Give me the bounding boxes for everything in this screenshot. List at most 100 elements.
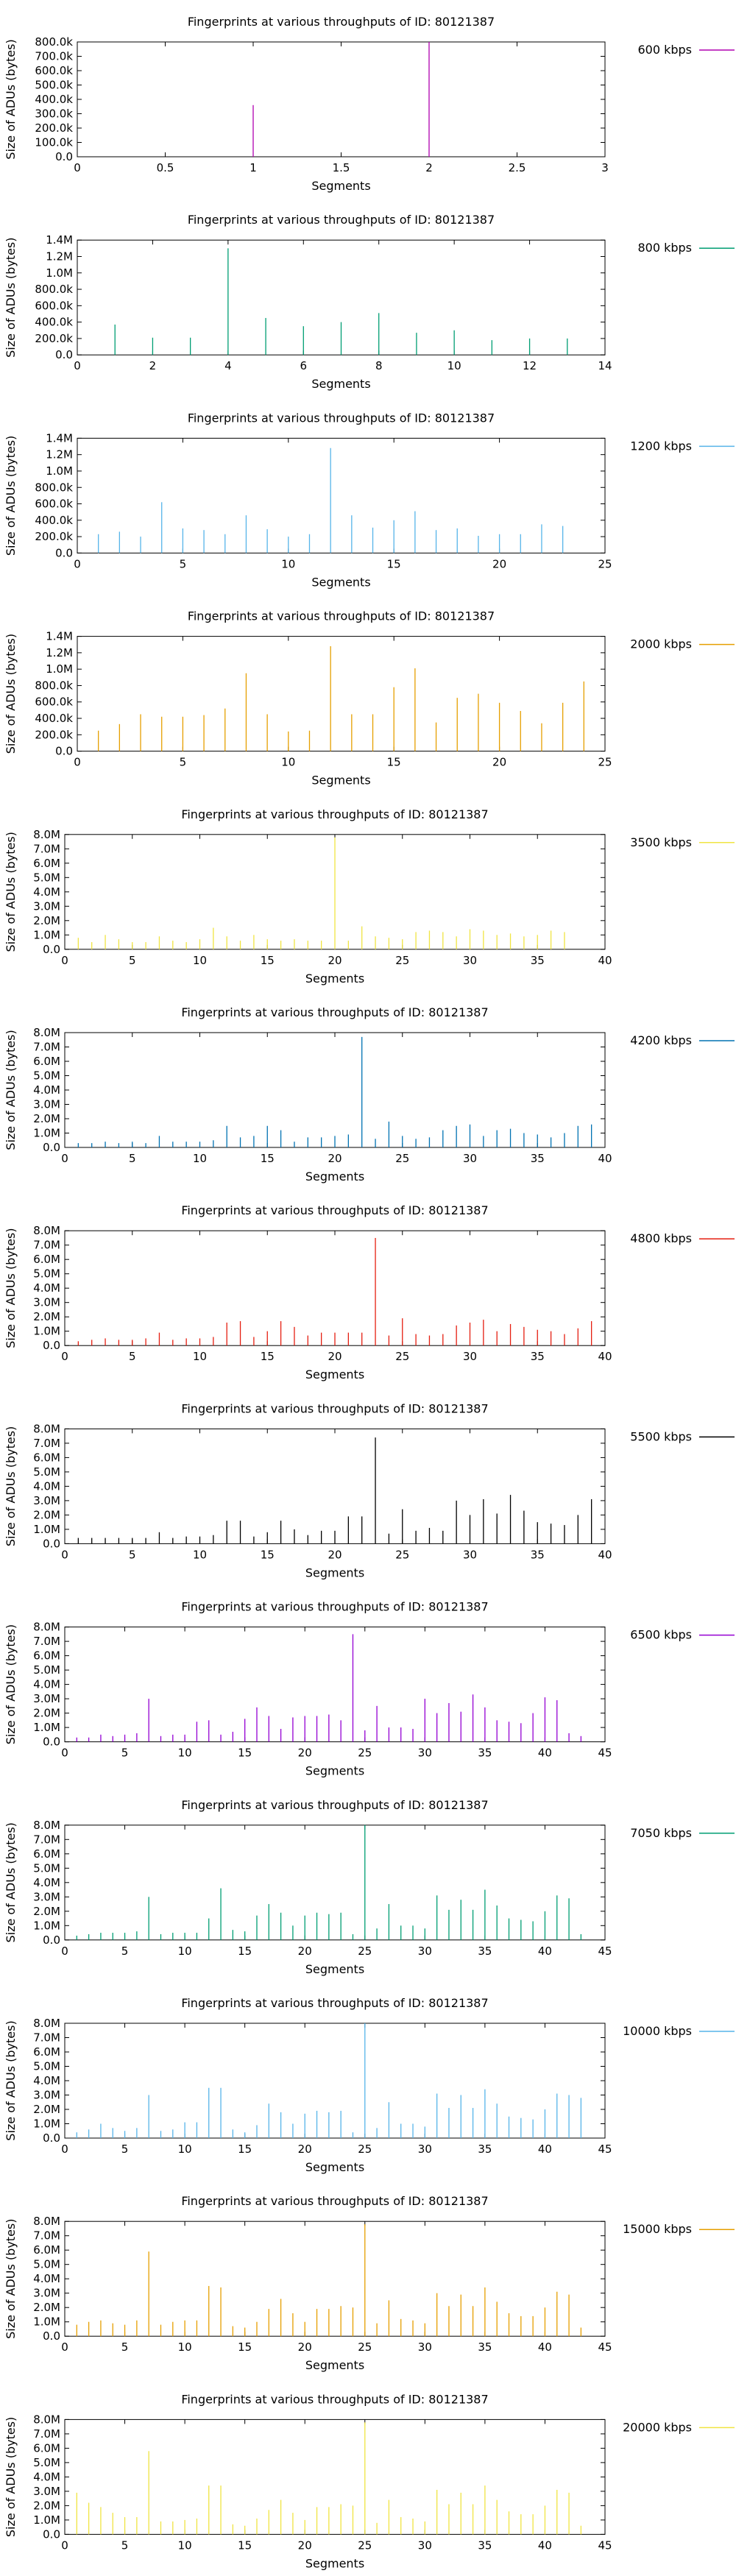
y-tick-label: 3.0M (33, 1494, 60, 1507)
y-tick-label: 1.0M (33, 928, 60, 941)
y-tick-label: 2.0M (33, 2103, 60, 2116)
legend-label: 4200 kbps (630, 1033, 692, 1047)
y-tick-label: 2.0M (33, 1508, 60, 1521)
x-tick-label: 0.5 (157, 161, 174, 174)
legend-label: 800 kbps (637, 241, 692, 255)
x-axis-label: Segments (311, 179, 370, 193)
x-tick-label: 25 (395, 1548, 409, 1561)
y-tick-label: 4.0M (33, 1281, 60, 1295)
x-tick-label: 10 (178, 2340, 192, 2354)
x-tick-label: 5 (121, 2142, 129, 2156)
x-tick-label: 25 (395, 1350, 409, 1363)
x-tick-label: 0 (61, 954, 68, 967)
y-tick-label: 6.0M (33, 1055, 60, 1068)
y-tick-label: 5.0M (33, 1663, 60, 1677)
y-tick-label: 800.0k (35, 35, 73, 49)
y-tick-label: 600.0k (35, 64, 73, 77)
x-tick-label: 40 (538, 2340, 552, 2354)
y-axis-label: Size of ADUs (bytes) (4, 39, 18, 159)
x-tick-label: 15 (261, 1152, 275, 1165)
chart-panel: Fingerprints at various throughputs of I… (4, 1600, 735, 1778)
y-axis-label: Size of ADUs (bytes) (4, 1030, 18, 1150)
x-tick-label: 2 (425, 161, 433, 174)
y-tick-label: 4.0M (33, 2074, 60, 2087)
y-tick-label: 3.0M (33, 1098, 60, 1111)
x-tick-label: 25 (358, 1945, 372, 1958)
chart-panel: Fingerprints at various throughputs of I… (4, 1203, 735, 1381)
x-axis-label: Segments (305, 1764, 364, 1778)
plot-frame (64, 1032, 606, 1148)
y-tick-label: 1.0M (33, 2513, 60, 2527)
x-tick-label: 35 (531, 954, 545, 967)
chart-title: Fingerprints at various throughputs of I… (188, 411, 495, 425)
chart-panel: Fingerprints at various throughputs of I… (4, 1996, 735, 2174)
x-tick-label: 35 (478, 2340, 492, 2354)
chart-title: Fingerprints at various throughputs of I… (181, 1203, 488, 1217)
y-tick-label: 100.0k (35, 136, 73, 149)
y-tick-label: 1.4M (46, 233, 73, 247)
x-tick-label: 20 (492, 557, 506, 570)
legend-label: 2000 kbps (630, 637, 692, 651)
y-axis-label: Size of ADUs (bytes) (4, 1228, 18, 1348)
y-tick-label: 8.0M (33, 2017, 60, 2030)
y-tick-label: 2.0M (33, 1905, 60, 1918)
chart-panel: Fingerprints at various throughputs of I… (4, 1401, 735, 1579)
y-tick-label: 8.0M (33, 1224, 60, 1237)
x-tick-label: 5 (180, 557, 187, 570)
y-tick-label: 6.0M (33, 857, 60, 870)
y-tick-label: 1.0M (46, 266, 73, 280)
y-tick-label: 0.0 (55, 150, 73, 163)
y-tick-label: 2.0M (33, 1707, 60, 1720)
x-axis-label: Segments (311, 774, 370, 788)
y-tick-label: 600.0k (35, 696, 73, 709)
x-tick-label: 5 (180, 756, 187, 769)
x-tick-label: 5 (121, 1945, 129, 1958)
chart-title: Fingerprints at various throughputs of I… (188, 15, 495, 29)
y-axis-label: Size of ADUs (bytes) (4, 2417, 18, 2537)
x-tick-label: 20 (298, 2538, 312, 2552)
x-tick-label: 25 (358, 2340, 372, 2354)
y-tick-label: 500.0k (35, 79, 73, 92)
y-tick-label: 1.2M (46, 250, 73, 263)
x-tick-label: 15 (238, 2538, 252, 2552)
y-tick-label: 1.0M (46, 662, 73, 676)
chart-title: Fingerprints at various throughputs of I… (181, 1798, 488, 1812)
legend-label: 1200 kbps (630, 439, 692, 453)
x-tick-label: 30 (418, 1945, 432, 1958)
x-tick-label: 14 (598, 359, 612, 372)
chart-title: Fingerprints at various throughputs of I… (188, 609, 495, 623)
x-tick-label: 40 (538, 2142, 552, 2156)
x-tick-label: 20 (298, 1945, 312, 1958)
x-tick-label: 30 (463, 954, 477, 967)
x-tick-label: 10 (281, 756, 295, 769)
x-tick-label: 15 (238, 2340, 252, 2354)
legend-label: 10000 kbps (623, 2024, 692, 2038)
y-tick-label: 8.0M (33, 2413, 60, 2426)
y-tick-label: 5.0M (33, 1267, 60, 1281)
y-tick-label: 5.0M (33, 2258, 60, 2271)
chart-panel: Fingerprints at various throughputs of I… (4, 609, 735, 788)
x-tick-label: 0 (61, 1152, 68, 1165)
y-tick-label: 1.0M (33, 1919, 60, 1932)
y-tick-label: 1.2M (46, 448, 73, 461)
x-tick-label: 45 (598, 2142, 612, 2156)
y-tick-label: 7.0M (33, 1041, 60, 1054)
x-tick-label: 5 (129, 1350, 136, 1363)
x-tick-label: 0 (61, 1548, 68, 1561)
legend-label: 4800 kbps (630, 1231, 692, 1245)
legend-label: 7050 kbps (630, 1826, 692, 1840)
y-tick-label: 1.0M (33, 1325, 60, 1338)
y-tick-label: 1.0M (33, 1523, 60, 1536)
x-tick-label: 45 (598, 2340, 612, 2354)
y-tick-label: 7.0M (33, 1635, 60, 1648)
legend-label: 20000 kbps (623, 2420, 692, 2434)
y-tick-label: 5.0M (33, 1465, 60, 1479)
x-tick-label: 20 (328, 954, 342, 967)
y-tick-label: 1.0M (33, 2117, 60, 2131)
y-tick-label: 1.0M (33, 2315, 60, 2329)
x-tick-label: 40 (598, 1152, 612, 1165)
y-tick-label: 8.0M (33, 1819, 60, 1832)
x-axis-label: Segments (305, 1170, 364, 1183)
x-axis-label: Segments (305, 2358, 364, 2372)
chart-title: Fingerprints at various throughputs of I… (181, 807, 488, 821)
